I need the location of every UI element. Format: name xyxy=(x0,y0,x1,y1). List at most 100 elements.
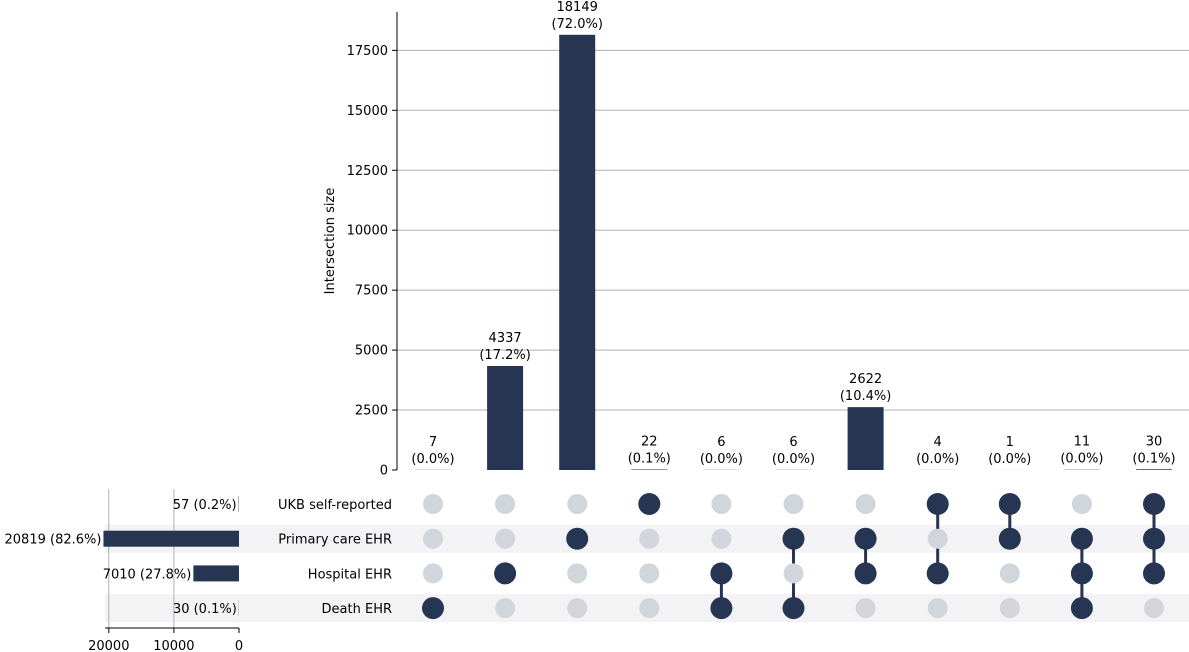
matrix-dot-active xyxy=(1070,527,1093,550)
bar-count-label: 6 xyxy=(789,435,797,450)
bar-count-label: 4337 xyxy=(489,331,522,346)
matrix-dot-inactive xyxy=(927,528,948,549)
bar-count-label: 18149 xyxy=(557,0,598,15)
matrix-dots xyxy=(422,493,1165,620)
bar-percent-label: (0.0%) xyxy=(700,452,743,467)
y-tick-label: 2500 xyxy=(355,404,388,419)
matrix-dot-inactive xyxy=(783,494,804,514)
bar-percent-label: (0.1%) xyxy=(1132,451,1175,466)
bar-percent-label: (17.2%) xyxy=(479,348,530,363)
matrix-dot-inactive xyxy=(1144,598,1164,619)
set-size-label: 7010 (27.8%) xyxy=(103,567,192,582)
matrix-dot-active xyxy=(926,493,949,515)
bar-percent-label: (10.4%) xyxy=(840,389,891,404)
intersection-bars xyxy=(415,34,1172,470)
bar-percent-label: (0.0%) xyxy=(411,452,454,467)
bar-percent-label: (0.0%) xyxy=(988,452,1031,467)
matrix-dot-active xyxy=(710,597,733,620)
bar-percent-label: (72.0%) xyxy=(551,17,602,32)
intersection-bar xyxy=(559,34,596,470)
matrix-dot-active xyxy=(494,562,517,585)
intersection-bar-labels: 7 (0.0%) 4337 (17.2%) 18149 (72.0%) 22 (0.1%) 6 (… xyxy=(411,0,1175,467)
y-axis-label: Intersection size xyxy=(323,188,338,295)
set-size-tick-label: 20000 xyxy=(88,639,129,652)
matrix-dot-active xyxy=(638,493,661,515)
matrix-dot-active xyxy=(1143,493,1165,515)
set-size-label: 30 (0.1%) xyxy=(173,602,237,617)
set-name-label: Death EHR xyxy=(322,602,392,617)
matrix-dot-inactive xyxy=(855,494,876,514)
y-tick-label: 15000 xyxy=(347,104,388,119)
matrix-dot-active xyxy=(998,527,1021,550)
matrix-dot-inactive xyxy=(927,598,948,619)
y-tick-label: 5000 xyxy=(355,344,388,359)
matrix-dot-inactive xyxy=(567,598,588,619)
matrix-dot-active xyxy=(854,527,877,550)
bar-count-label: 22 xyxy=(641,434,658,449)
matrix-dot-inactive xyxy=(567,494,588,514)
y-tick-label: 10000 xyxy=(347,224,388,239)
intersection-bar xyxy=(631,469,668,470)
y-tick-label: 7500 xyxy=(355,284,388,299)
bar-count-label: 4 xyxy=(934,435,942,450)
set-name-label: UKB self-reported xyxy=(278,498,392,513)
matrix-dot-active xyxy=(782,527,805,550)
bar-percent-label: (0.1%) xyxy=(628,451,671,466)
matrix-dot-inactive xyxy=(567,563,588,584)
set-size-tick-labels: 20000 10000 0 xyxy=(88,628,243,652)
matrix-dot-inactive xyxy=(783,563,804,584)
bar-percent-label: (0.0%) xyxy=(1060,452,1103,467)
bar-count-label: 6 xyxy=(717,435,725,450)
bar-count-label: 1 xyxy=(1006,435,1014,450)
matrix-dot-inactive xyxy=(423,494,443,514)
matrix-dot-inactive xyxy=(495,494,516,514)
intersection-bar xyxy=(1136,469,1172,470)
set-name-labels: UKB self-reported Primary care EHR Hospita… xyxy=(278,498,392,617)
set-size-tick-label: 0 xyxy=(235,639,243,652)
y-tick-labels: 0 2500 5000 7500 10000 12500 15000 17500 xyxy=(347,44,397,479)
set-size-labels: 57 (0.2%) 20819 (82.6%) 7010 (27.8%) 30 (0.… xyxy=(5,498,237,617)
matrix-dot-active xyxy=(1070,562,1093,585)
matrix-dot-active xyxy=(1143,527,1165,550)
bar-count-label: 7 xyxy=(429,435,437,450)
matrix-dot-inactive xyxy=(855,598,876,619)
set-size-tick-label: 10000 xyxy=(153,639,194,652)
matrix-dot-inactive xyxy=(639,563,660,584)
y-tick-label: 12500 xyxy=(347,164,388,179)
bar-count-label: 30 xyxy=(1146,434,1163,449)
matrix-dot-active xyxy=(998,493,1021,515)
bar-count-label: 2622 xyxy=(849,372,882,387)
matrix-dot-inactive xyxy=(999,598,1020,619)
matrix-dot-inactive xyxy=(1071,494,1092,514)
matrix-dot-inactive xyxy=(423,528,443,549)
matrix-connectors xyxy=(719,504,1156,609)
matrix-dot-active xyxy=(422,597,444,620)
bar-percent-label: (0.0%) xyxy=(916,452,959,467)
set-name-label: Hospital EHR xyxy=(308,567,392,582)
bar-count-label: 11 xyxy=(1074,435,1091,450)
matrix-dot-active xyxy=(926,562,949,585)
matrix-dot-inactive xyxy=(423,563,443,584)
set-name-label: Primary care EHR xyxy=(278,533,392,548)
matrix-dot-active xyxy=(1070,597,1093,620)
intersection-bar xyxy=(847,407,884,470)
set-size-label: 20819 (82.6%) xyxy=(5,533,102,548)
matrix-dot-inactive xyxy=(495,528,516,549)
matrix-dot-inactive xyxy=(711,528,732,549)
matrix-dot-inactive xyxy=(639,598,660,619)
set-size-label: 57 (0.2%) xyxy=(173,498,237,513)
set-size-bar xyxy=(103,530,239,547)
matrix-dot-inactive xyxy=(999,563,1020,584)
y-tick-label: 17500 xyxy=(347,44,388,59)
matrix-dot-inactive xyxy=(639,528,660,549)
bar-percent-label: (0.0%) xyxy=(772,452,815,467)
matrix-dot-inactive xyxy=(711,494,732,514)
set-size-bar xyxy=(193,565,239,582)
matrix-dot-active xyxy=(566,527,589,550)
y-tick-label: 0 xyxy=(380,464,388,479)
set-size-bars xyxy=(103,496,239,617)
intersection-bar xyxy=(487,365,524,470)
set-size-gridlines xyxy=(108,489,175,628)
matrix-dot-active xyxy=(854,562,877,585)
